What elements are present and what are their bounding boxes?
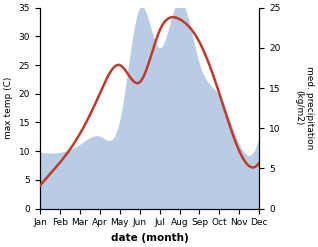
Y-axis label: max temp (C): max temp (C) bbox=[4, 77, 13, 139]
Y-axis label: med. precipitation
(kg/m2): med. precipitation (kg/m2) bbox=[294, 66, 314, 150]
X-axis label: date (month): date (month) bbox=[111, 233, 189, 243]
